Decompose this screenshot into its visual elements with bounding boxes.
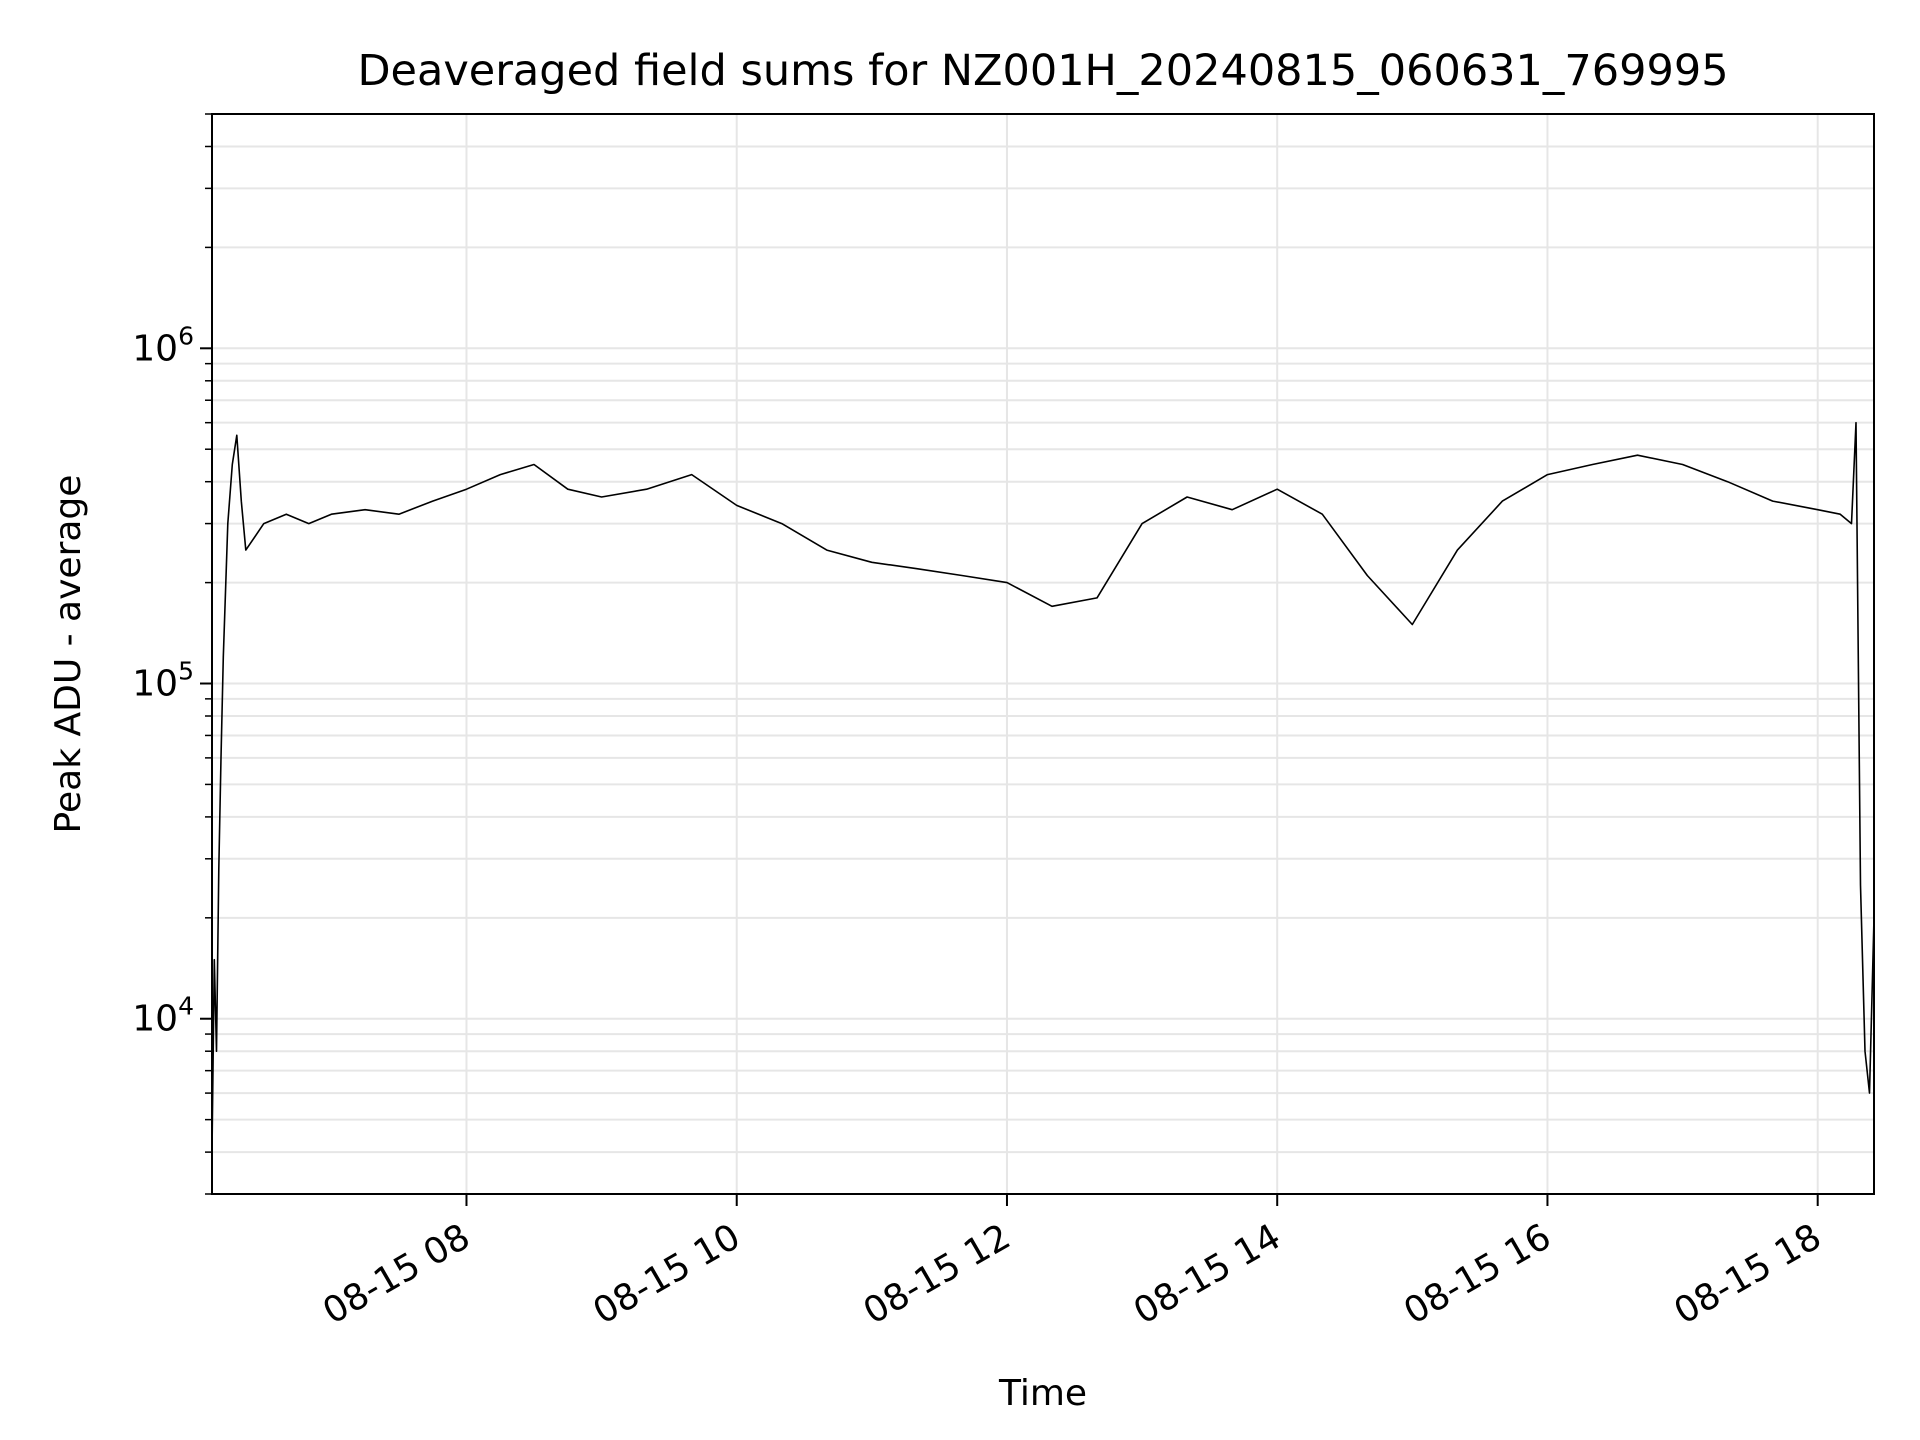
- y-tick-label: 105: [132, 657, 194, 705]
- series-line-0: [211, 421, 1875, 1153]
- y-tick-label: 106: [132, 321, 194, 369]
- data-area: [211, 421, 1875, 1153]
- y-axis-label: Peak ADU - average: [48, 475, 89, 834]
- x-tick-label: 08-15 10: [587, 1216, 748, 1332]
- plot-frame: [211, 113, 1875, 1195]
- chart-title: Deaveraged field sums for NZ001H_2024081…: [357, 46, 1728, 96]
- x-axis: 08-15 08 08-15 10 08-15 12 08-15 14 08-15 16…: [316, 1194, 1828, 1333]
- x-tick-label: 08-15 14: [1127, 1216, 1288, 1332]
- x-tick-label: 08-15 08: [316, 1216, 477, 1332]
- grid: [212, 113, 1874, 1195]
- y-axis: 104 105 106: [132, 113, 212, 1195]
- x-tick-label: 08-15 12: [857, 1216, 1018, 1332]
- x-tick-label: 08-15 18: [1668, 1216, 1829, 1332]
- x-tick-label: 08-15 16: [1397, 1216, 1558, 1332]
- x-axis-label: Time: [998, 1373, 1087, 1414]
- y-tick-label: 104: [132, 992, 194, 1040]
